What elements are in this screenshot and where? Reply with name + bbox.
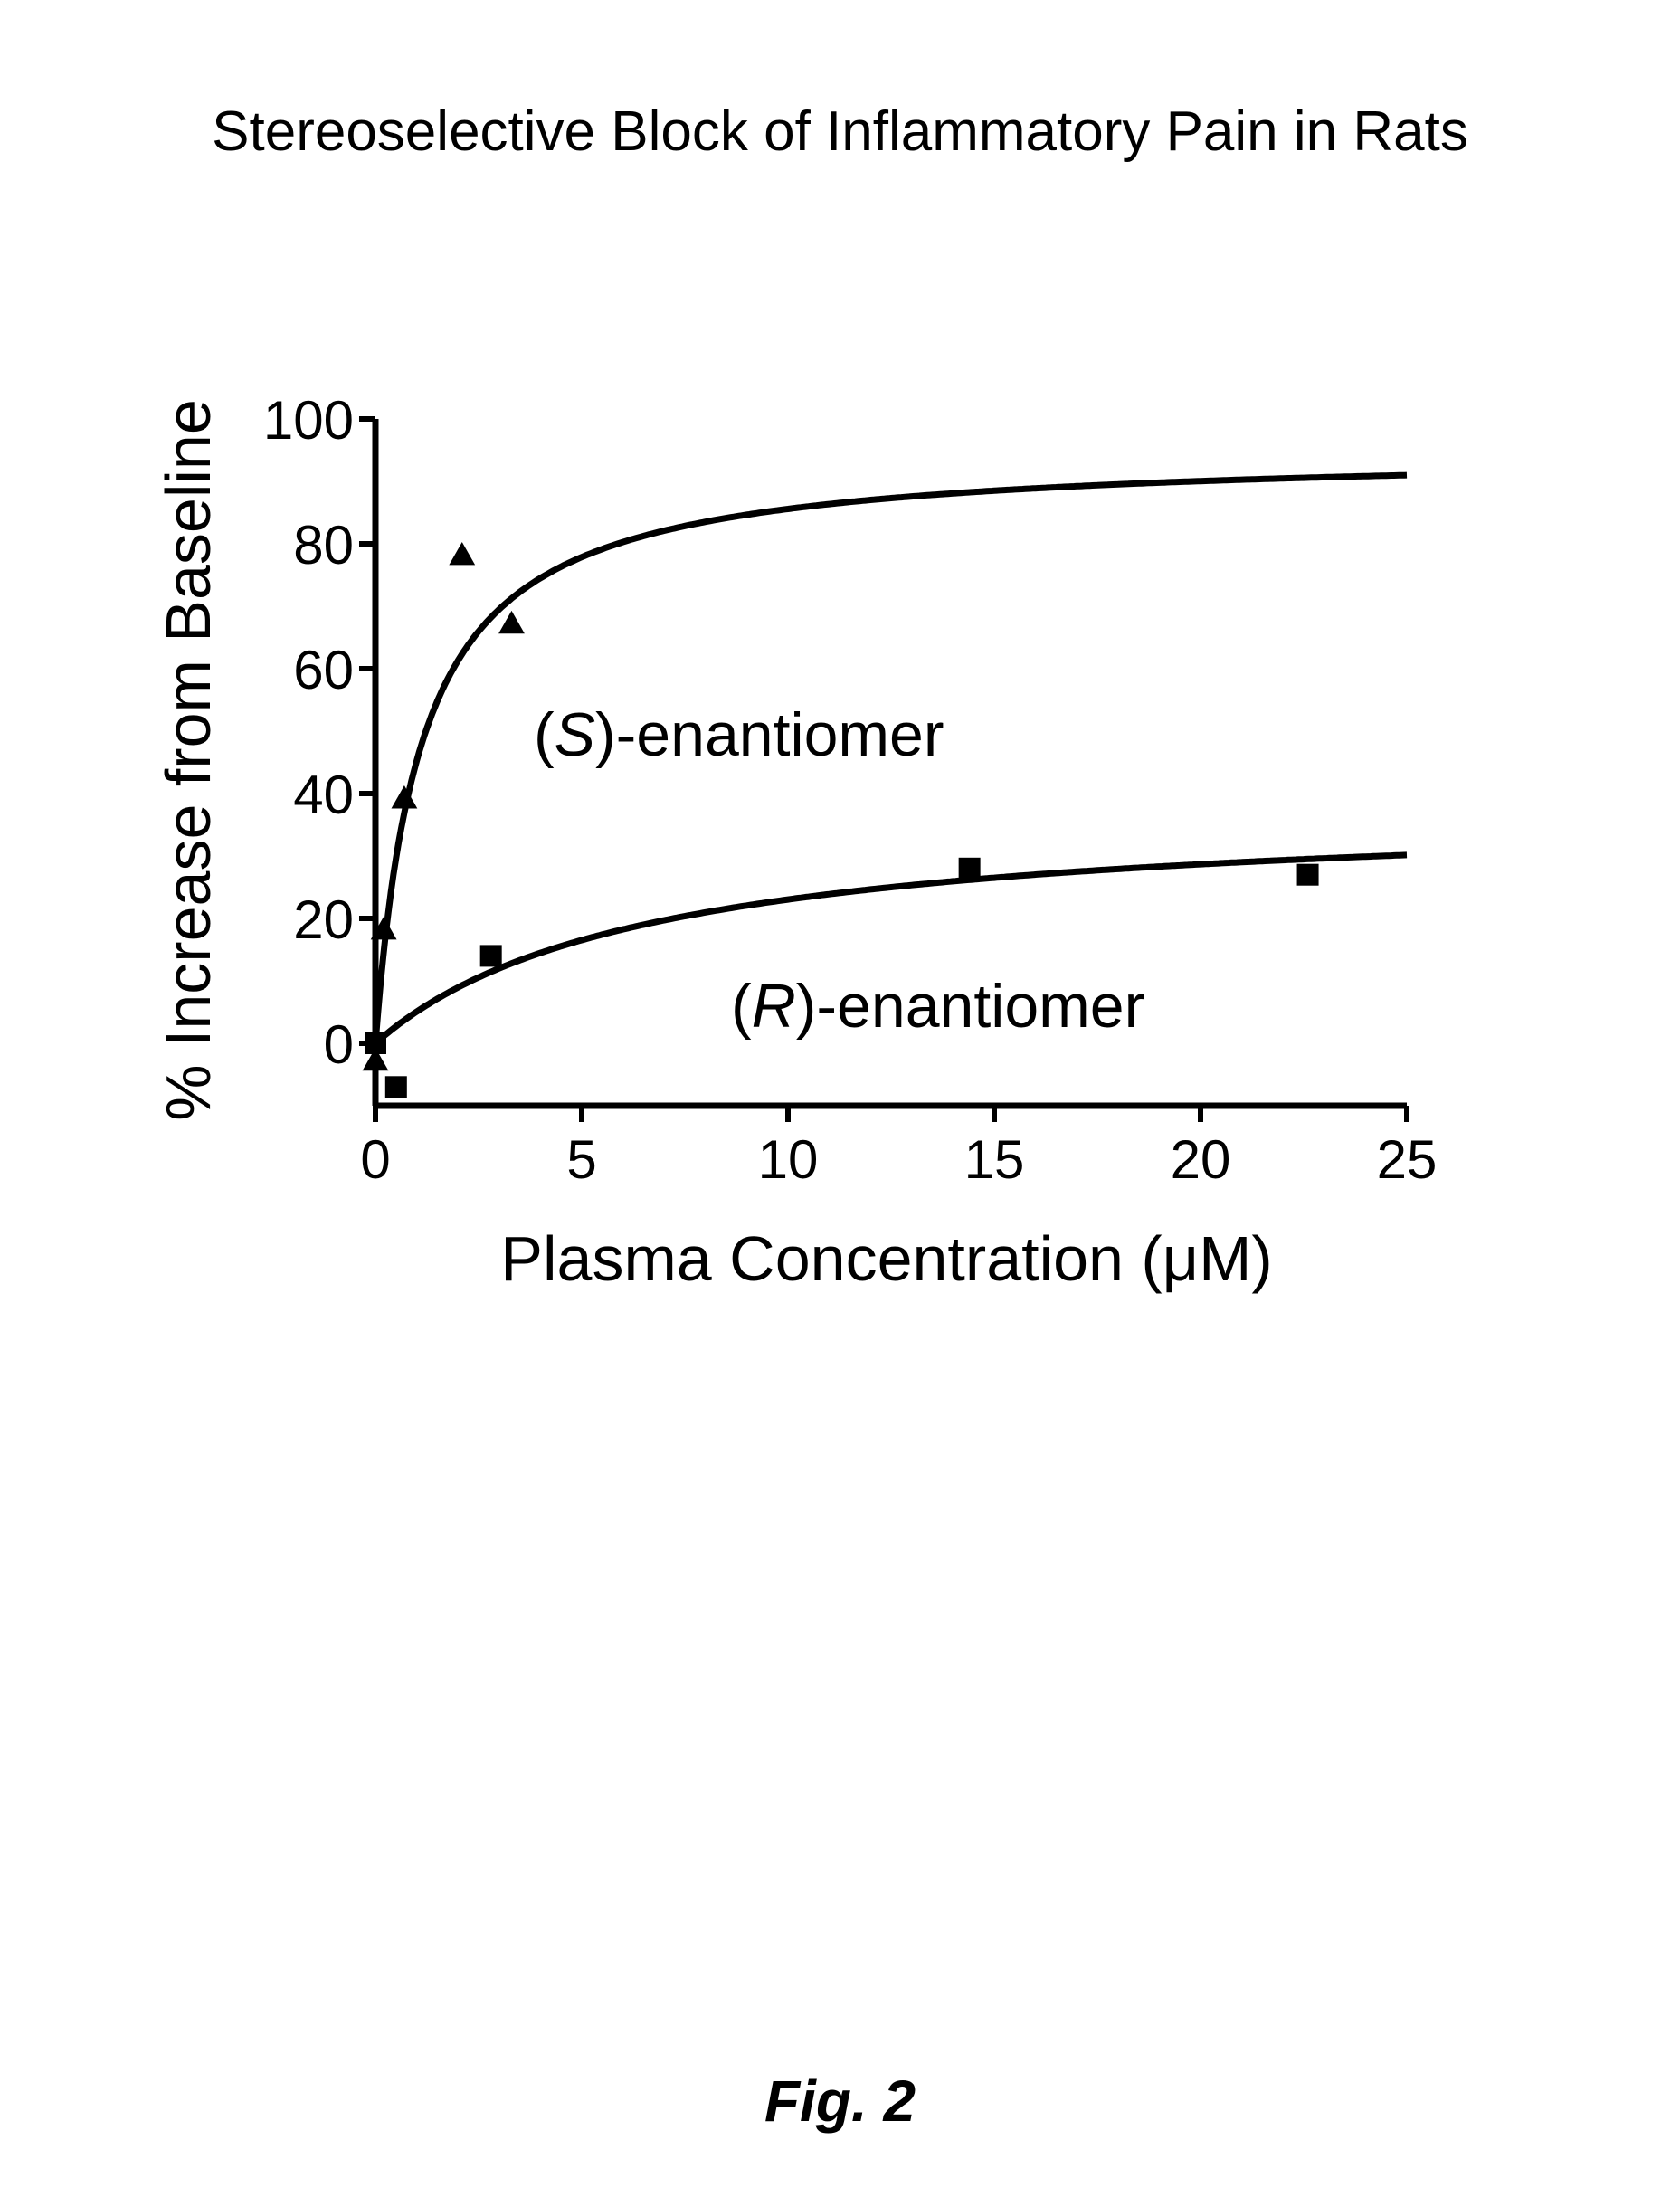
y-tick-label-100: 100 (263, 390, 354, 451)
y-axis-label: % Increase from Baseline (153, 399, 223, 1121)
x-tick-label-20: 20 (1171, 1129, 1231, 1190)
y-tick-label-40: 40 (293, 765, 354, 825)
marker-r-3 (959, 858, 981, 880)
chart-axes: 0 20 40 60 80 100 0 5 10 15 20 25 (263, 390, 1437, 1190)
series-label-r-italic: R (752, 972, 796, 1041)
y-tick-label-60: 60 (293, 640, 354, 700)
marker-s-3 (449, 542, 475, 565)
x-axis-label: Plasma Concentration (μM) (500, 1223, 1272, 1294)
x-tick-label-15: 15 (964, 1129, 1025, 1190)
series-label-s-suffix: )-enantiomer (595, 700, 944, 769)
x-tick-label-5: 5 (566, 1129, 596, 1190)
y-tick-label-80: 80 (293, 515, 354, 575)
figure-label: Fig. 2 (0, 2068, 1680, 2135)
series-label-s-italic: S (555, 700, 595, 769)
marker-r-0 (365, 1032, 386, 1054)
marker-r-2 (480, 945, 502, 966)
series-label-r-enantiomer: (R)-enantiomer (731, 972, 1144, 1041)
marker-s-4 (498, 611, 525, 633)
y-tick-label-0: 0 (324, 1014, 354, 1075)
y-tick-label-20: 20 (293, 889, 354, 950)
series-label-r-prefix: ( (731, 972, 752, 1041)
chart-plot: 0 20 40 60 80 100 0 5 10 15 20 25 Plasma Concentrat… (0, 0, 1680, 2197)
series-label-s-enantiomer: (S)-enantiomer (534, 700, 944, 769)
x-tick-label-25: 25 (1377, 1129, 1438, 1190)
marker-r-4 (1297, 864, 1319, 886)
marker-r-1 (385, 1076, 407, 1098)
x-tick-label-0: 0 (360, 1129, 390, 1190)
series-label-r-suffix: )-enantiomer (796, 972, 1145, 1041)
x-tick-label-10: 10 (758, 1129, 819, 1190)
marker-s-2 (392, 785, 418, 808)
series-label-s-prefix: ( (534, 700, 555, 769)
